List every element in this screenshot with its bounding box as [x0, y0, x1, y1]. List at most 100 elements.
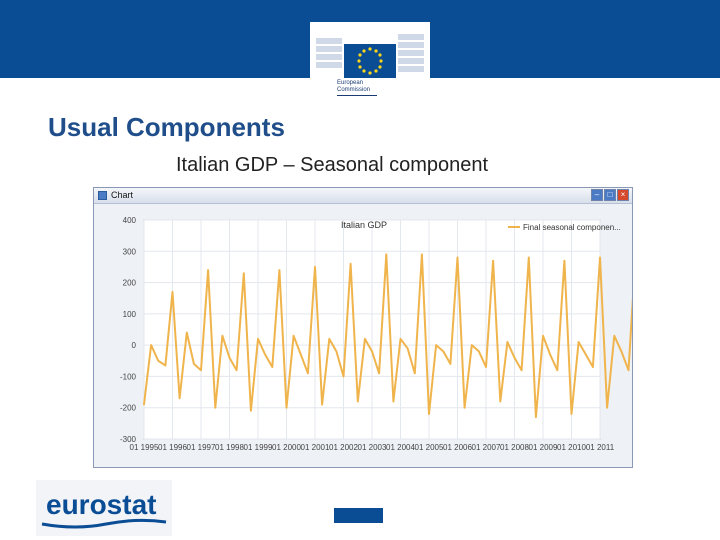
series-point: [264, 353, 266, 356]
x-tick-label: 01 2001: [301, 443, 330, 452]
series-point: [221, 335, 224, 337]
series-point: [592, 366, 594, 368]
european-commission-label: European Commission: [337, 80, 377, 96]
chart-title: Italian GDP: [341, 220, 387, 230]
series-point: [314, 266, 316, 268]
series-point: [627, 369, 630, 371]
series-point: [357, 400, 359, 403]
eurostat-logo: eurostat: [36, 480, 172, 536]
x-tick-label: 01 2000: [272, 443, 301, 452]
series-point: [406, 347, 409, 350]
series-point: [328, 338, 331, 340]
y-tick-label: 400: [123, 216, 137, 225]
series-point: [335, 350, 338, 353]
series-point: [577, 341, 580, 343]
footer-bar: [334, 508, 383, 523]
series-point: [506, 341, 509, 343]
x-tick-label: 01 2010: [557, 443, 586, 452]
chart-window: Chart – □ × 01 1995 01 1996 01 1997 01 1998…: [93, 187, 633, 468]
series-point: [186, 331, 188, 334]
legend-label: Final seasonal componen...: [523, 223, 621, 232]
x-tick-label: 01 2007: [472, 443, 501, 452]
y-tick-label: 300: [123, 247, 137, 256]
maximize-button[interactable]: □: [604, 189, 616, 201]
series-point: [463, 406, 466, 409]
slide-title: Usual Components: [48, 112, 285, 142]
series-point: [228, 356, 231, 359]
series-point: [392, 400, 395, 403]
minimize-button[interactable]: –: [591, 189, 603, 201]
series-point: [485, 366, 487, 368]
y-tick-label: 0: [132, 341, 137, 350]
series-point: [300, 353, 302, 356]
seasonal-component-chart: 01 1995 01 1996 01 1997 01 1998 01 1999 01 20…: [120, 216, 632, 452]
x-tick-label: 01 1998: [215, 443, 244, 452]
series-point: [364, 338, 366, 340]
series-point: [292, 335, 295, 337]
series-point: [150, 344, 152, 346]
series-point: [492, 259, 494, 262]
series-point: [250, 410, 252, 412]
series-point: [542, 335, 544, 337]
series-point: [385, 253, 388, 256]
series-point: [613, 335, 616, 337]
x-tick-label: 01 1997: [187, 443, 216, 452]
y-tick-label: -300: [120, 435, 137, 444]
y-tick-label: 200: [123, 279, 137, 288]
x-tick-label: 01 2008: [500, 443, 529, 452]
series-point: [513, 356, 516, 359]
series-point: [257, 338, 259, 340]
series-point: [599, 256, 601, 259]
series-point: [435, 344, 437, 346]
series-point: [414, 372, 416, 375]
y-tick-label: -100: [120, 372, 137, 381]
series-point: [178, 397, 181, 400]
x-tick-label: 01 2003: [358, 443, 387, 452]
series-point: [200, 369, 202, 371]
x-tick-label: 01 2005: [415, 443, 444, 452]
series-point: [271, 366, 274, 368]
svg-text:eurostat: eurostat: [46, 489, 156, 520]
series-point: [421, 253, 423, 256]
series-point: [171, 291, 174, 293]
series-point: [471, 344, 473, 346]
series-point: [285, 406, 288, 409]
series-point: [378, 372, 380, 375]
x-tick-label: 01 1996: [158, 443, 187, 452]
series-point: [570, 413, 573, 415]
series-point: [520, 369, 523, 371]
slide-subtitle: Italian GDP – Seasonal component: [176, 154, 489, 176]
series-point: [193, 363, 195, 365]
x-tick-label: 01 2002: [329, 443, 358, 452]
series-point: [478, 350, 480, 353]
y-tick-label: 100: [123, 310, 137, 319]
series-point: [563, 259, 566, 262]
series-point: [449, 363, 452, 365]
x-tick-label: 01 2009: [529, 443, 558, 452]
series-point: [321, 403, 323, 406]
series-point: [528, 256, 530, 259]
series-point: [585, 353, 587, 356]
chart-window-icon: [98, 191, 107, 200]
series-point: [235, 369, 238, 371]
series-point: [307, 372, 309, 375]
series-point: [164, 364, 167, 367]
window-titlebar[interactable]: Chart – □ ×: [94, 188, 632, 204]
series-point: [157, 360, 160, 362]
series-point: [428, 413, 430, 415]
series-point: [442, 350, 445, 353]
series-point: [556, 369, 559, 371]
series-point: [143, 403, 145, 406]
series-point: [535, 416, 537, 418]
series-point: [620, 350, 623, 353]
x-tick-label: 01 1995: [130, 443, 159, 452]
x-tick-label: 01 2004: [386, 443, 415, 452]
x-tick-label: 01 2011: [586, 443, 615, 452]
series-point: [349, 263, 352, 265]
series-point: [549, 353, 551, 356]
series-line: [143, 253, 632, 419]
window-title: Chart: [111, 190, 134, 200]
x-tick-label: 01 2006: [443, 443, 472, 452]
close-button[interactable]: ×: [617, 189, 629, 201]
series-point: [399, 338, 402, 340]
